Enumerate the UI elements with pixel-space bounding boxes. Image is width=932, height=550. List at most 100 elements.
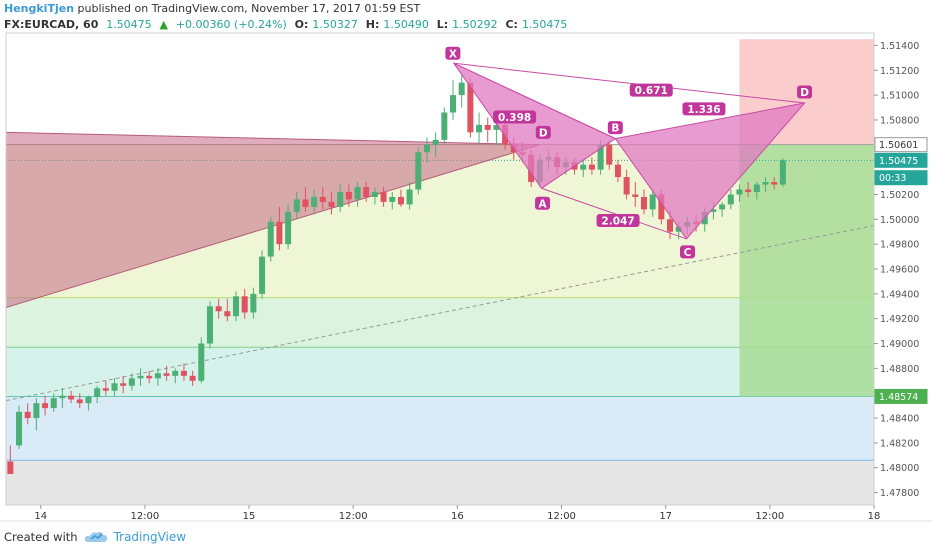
y-tick-label: 1.48800 [880, 364, 919, 375]
x-tick-label: 14 [34, 511, 47, 522]
candle-body [458, 82, 465, 96]
candle-body [137, 375, 144, 379]
x-axis: 14 12:00 15 12:00 16 12:00 17 12:00 18 [34, 505, 880, 522]
candle-body [154, 373, 161, 379]
candle-body [319, 196, 326, 202]
candle-body [389, 196, 396, 202]
candle-body [623, 177, 630, 195]
candle-body [172, 370, 179, 376]
candle-body [24, 411, 31, 419]
candle-body [259, 256, 266, 294]
candle-body [85, 396, 92, 404]
close-value: 1.50475 [521, 18, 568, 31]
candle-body [94, 388, 101, 397]
y-tick-label: 1.48000 [880, 463, 919, 474]
candle-body [640, 196, 647, 210]
wedge-area [6, 132, 540, 308]
candle-body [345, 191, 352, 200]
high-value: 1.50490 [383, 18, 429, 31]
x-tick-label: 12:00 [339, 511, 368, 522]
candle-body [606, 144, 613, 165]
up-arrow-icon: ▲ [159, 18, 168, 31]
candle-body [128, 378, 135, 386]
candle-body [337, 191, 344, 207]
symbol-label[interactable]: FX:EURCAD, 60 [4, 18, 99, 31]
candle-body [614, 164, 621, 178]
candle-body [727, 194, 734, 205]
label-c: C [680, 245, 696, 259]
y-tick-label: 1.49600 [880, 265, 919, 276]
candle-body [50, 398, 57, 409]
fib-band [6, 460, 874, 505]
label-c-text: C [684, 247, 692, 259]
candle-body [311, 196, 318, 207]
candle-body [163, 373, 170, 376]
candle-body [632, 194, 639, 197]
fib-band [6, 396, 874, 461]
candle-body [42, 403, 49, 409]
ratio-xb-text: 0.398 [498, 112, 531, 124]
candle-body [423, 144, 430, 153]
candle-body [441, 112, 448, 140]
ohlc-line: FX:EURCAD, 60 1.50475 ▲ +0.00360 (+0.24%… [4, 18, 571, 32]
price-badge-timer: 00:33 [874, 170, 928, 186]
price-badge-text: 1.50601 [879, 140, 918, 151]
candle-body [588, 164, 595, 170]
target-zone [739, 144, 874, 397]
candle-body [276, 221, 283, 245]
candle-body [432, 139, 439, 145]
tradingview-brand[interactable]: TradingView [113, 530, 187, 544]
candle-body [206, 306, 213, 344]
close-label: C: [505, 18, 518, 31]
created-with-label: Created with [4, 530, 78, 544]
ratio-bd-box [682, 102, 726, 116]
plot-area [6, 39, 874, 505]
candle-body [745, 189, 752, 192]
candle-body [224, 311, 231, 317]
low-label: L: [436, 18, 449, 31]
y-tick-label: 1.50800 [880, 115, 919, 126]
candle-body [354, 187, 361, 200]
label-c-box [680, 245, 696, 259]
open-label: O: [294, 18, 309, 31]
candle-body [16, 411, 23, 446]
candle-body [397, 196, 404, 205]
candle-body [467, 82, 474, 133]
candle-body [363, 187, 370, 197]
price-change: +0.00360 (+0.24%) [175, 18, 287, 31]
y-tick-label: 1.48200 [880, 438, 919, 449]
x-tick-label: 12:00 [547, 511, 576, 522]
candle-body [111, 383, 118, 391]
label-d2-box [535, 125, 551, 139]
y-tick-label: 1.50200 [880, 190, 919, 201]
fib-band [6, 297, 874, 348]
y-tick-label: 1.51000 [880, 91, 919, 102]
pattern-xd-line [453, 62, 805, 104]
chart-header: HengkiTjen published on TradingView.com,… [4, 0, 571, 34]
candle-body [68, 395, 75, 400]
candle-body [76, 399, 83, 404]
price-badge-text: 00:33 [879, 173, 906, 184]
author-link[interactable]: HengkiTjen [4, 2, 75, 15]
candle-body [371, 191, 378, 197]
ratio-ac-text: 2.047 [601, 216, 634, 228]
y-axis: 1.51400 1.51200 1.51000 1.50800 1.50200 1.500… [874, 41, 919, 499]
tradingview-cloud-icon [84, 531, 107, 542]
candle-body [180, 370, 187, 376]
candle-body [493, 124, 500, 130]
pattern-ac-line [541, 187, 687, 240]
high-label: H: [365, 18, 380, 31]
low-value: 1.50292 [452, 18, 498, 31]
trend-line [6, 225, 874, 402]
candle-body [450, 95, 457, 113]
open-value: 1.50327 [312, 18, 358, 31]
candle-body [597, 144, 604, 170]
label-x-box [445, 46, 461, 60]
label-b-box [607, 121, 623, 135]
y-tick-label: 1.51400 [880, 41, 919, 52]
ratio-bd-text: 1.336 [687, 104, 720, 116]
label-d: D [797, 85, 813, 99]
price-badge-box [874, 152, 928, 168]
price-badge-text: 1.50475 [879, 156, 918, 167]
